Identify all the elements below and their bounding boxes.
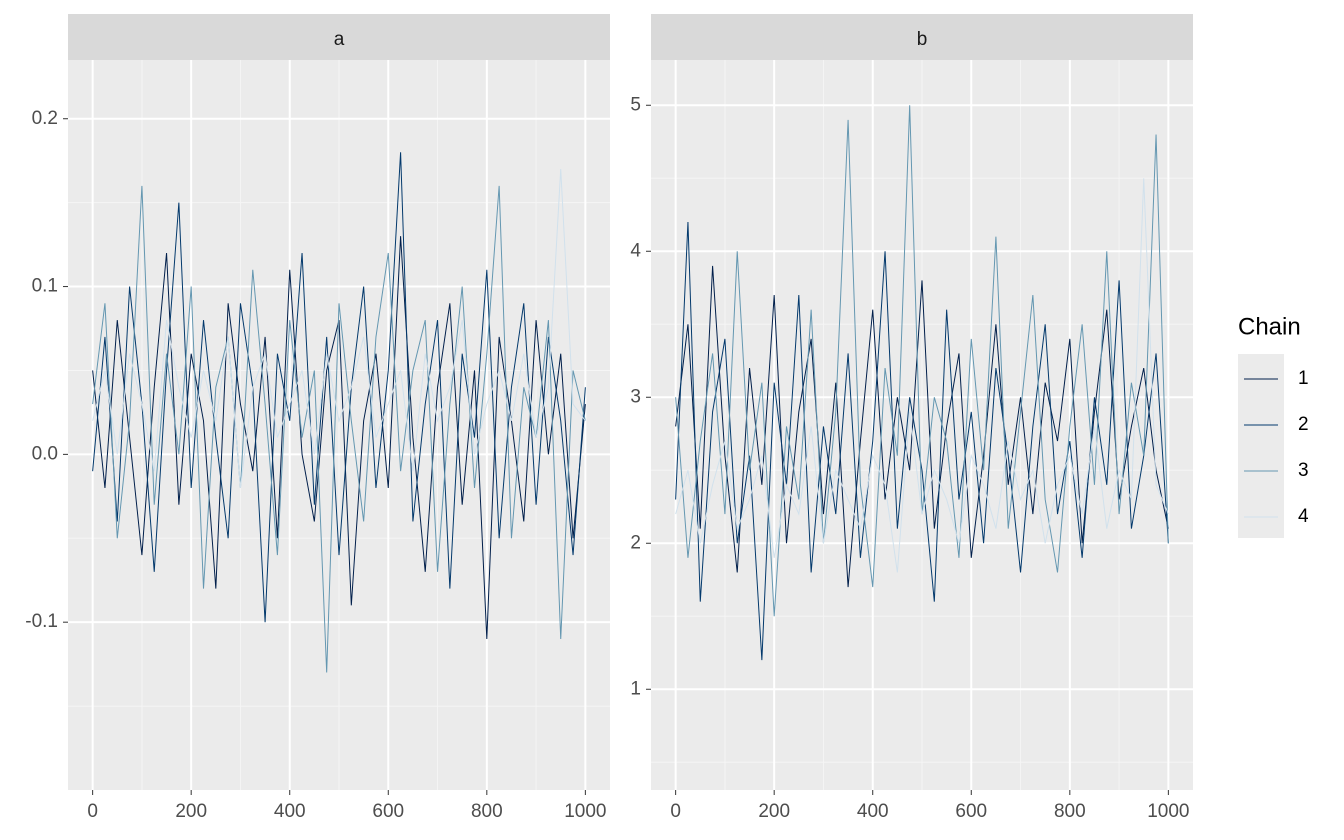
legend-label: 4	[1298, 506, 1309, 527]
x-tick-label: 0	[670, 801, 681, 822]
y-tick-label: 0.0	[32, 443, 58, 464]
strip-title: a	[334, 29, 345, 50]
legend-title: Chain	[1238, 313, 1301, 340]
x-tick-label: 1000	[564, 801, 606, 822]
trace-line	[92, 169, 586, 488]
x-tick-label: 800	[471, 801, 503, 822]
x-tick-label: 400	[857, 801, 889, 822]
legend-label: 2	[1298, 414, 1309, 435]
x-tick-label: 800	[1054, 801, 1086, 822]
strip	[68, 14, 610, 60]
x-tick-label: 1000	[1147, 801, 1189, 822]
y-tick-label: 3	[630, 386, 641, 407]
trace-line	[92, 185, 586, 673]
x-tick-label: 400	[274, 801, 306, 822]
legend-key-background	[1238, 354, 1284, 538]
trace-line	[92, 152, 586, 623]
y-tick-label: 2	[630, 532, 641, 553]
legend-label: 3	[1298, 460, 1309, 481]
trace-line	[675, 178, 1169, 573]
y-tick-label: 4	[630, 240, 641, 261]
y-tick-label: -0.1	[25, 611, 58, 632]
strip	[651, 14, 1193, 60]
y-tick-label: 0.1	[32, 276, 58, 297]
trace-line	[675, 222, 1169, 661]
y-tick-label: 5	[630, 94, 641, 115]
strip-title: b	[917, 29, 928, 50]
x-tick-label: 0	[87, 801, 98, 822]
y-tick-label: 0.2	[32, 108, 58, 129]
x-tick-label: 200	[175, 801, 207, 822]
legend-label: 1	[1298, 368, 1309, 389]
x-tick-label: 600	[955, 801, 987, 822]
y-tick-label: 1	[630, 678, 641, 699]
x-tick-label: 600	[372, 801, 404, 822]
x-tick-label: 200	[758, 801, 790, 822]
